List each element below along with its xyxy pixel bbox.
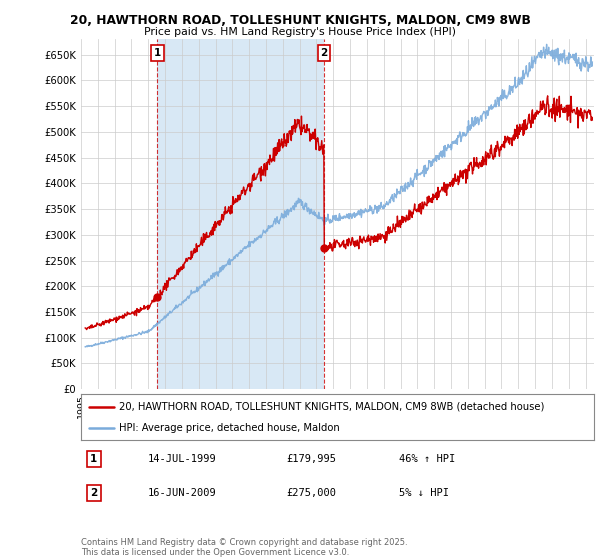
- Text: £275,000: £275,000: [286, 488, 336, 498]
- Text: 2: 2: [90, 488, 97, 498]
- Text: 46% ↑ HPI: 46% ↑ HPI: [399, 454, 455, 464]
- Text: 1: 1: [154, 48, 161, 58]
- Text: 14-JUL-1999: 14-JUL-1999: [148, 454, 217, 464]
- Text: Contains HM Land Registry data © Crown copyright and database right 2025.
This d: Contains HM Land Registry data © Crown c…: [81, 538, 407, 557]
- Text: 1: 1: [90, 454, 97, 464]
- Text: £179,995: £179,995: [286, 454, 336, 464]
- Bar: [157, 39, 324, 389]
- Text: HPI: Average price, detached house, Maldon: HPI: Average price, detached house, Mald…: [119, 423, 340, 433]
- Text: 2: 2: [320, 48, 328, 58]
- Text: 5% ↓ HPI: 5% ↓ HPI: [399, 488, 449, 498]
- Text: 20, HAWTHORN ROAD, TOLLESHUNT KNIGHTS, MALDON, CM9 8WB: 20, HAWTHORN ROAD, TOLLESHUNT KNIGHTS, M…: [70, 14, 530, 27]
- Text: 20, HAWTHORN ROAD, TOLLESHUNT KNIGHTS, MALDON, CM9 8WB (detached house): 20, HAWTHORN ROAD, TOLLESHUNT KNIGHTS, M…: [119, 402, 545, 412]
- Text: 16-JUN-2009: 16-JUN-2009: [148, 488, 217, 498]
- Text: Price paid vs. HM Land Registry's House Price Index (HPI): Price paid vs. HM Land Registry's House …: [144, 27, 456, 37]
